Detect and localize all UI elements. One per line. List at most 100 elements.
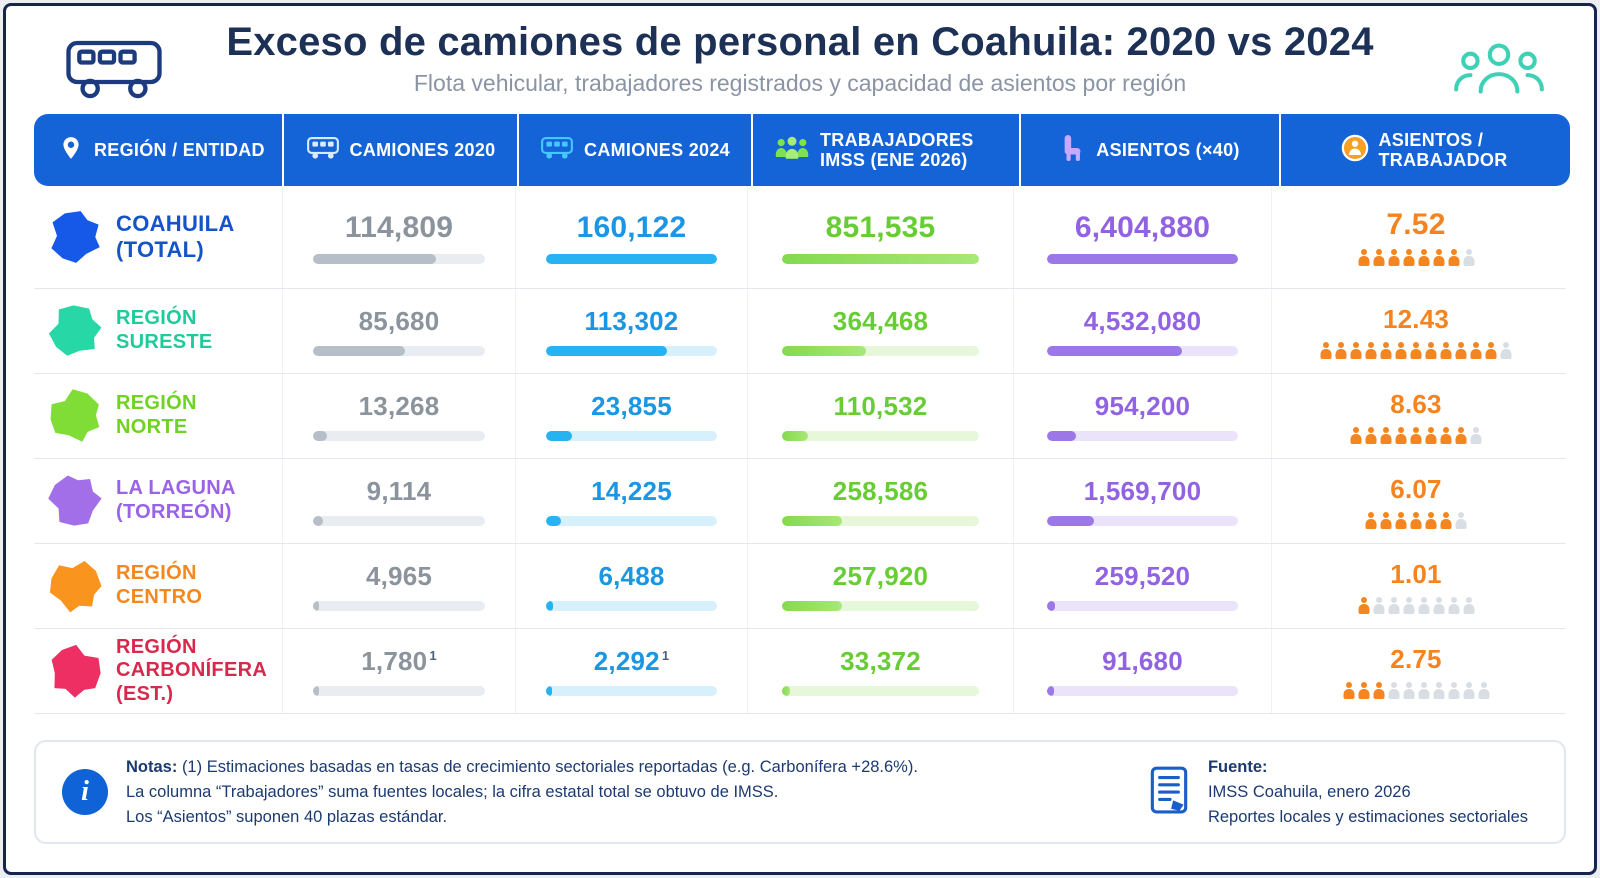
camiones-2024-cell: 14,225 — [515, 459, 747, 543]
table-body: COAHUILA (TOTAL) 114,809 160,122 851,535 6,40… — [34, 186, 1566, 714]
value: 9,114 — [366, 476, 432, 506]
notes-text: Notas: (1) Estimaciones basadas en tasas… — [126, 758, 918, 826]
person-icon — [1411, 342, 1422, 359]
value-bar — [313, 601, 485, 611]
region-name: REGIÓN SURESTE — [116, 307, 213, 353]
asientos-cell: 4,532,080 — [1013, 289, 1271, 373]
value: 1,780 1 — [361, 646, 437, 676]
infographic-frame: Exceso de camiones de personal en Coahui… — [3, 3, 1597, 875]
value-bar — [313, 431, 485, 441]
header-camiones-2024: CAMIONES 2024 — [519, 114, 751, 186]
value-bar — [1047, 686, 1238, 696]
ratio-person-icons — [1349, 427, 1484, 444]
region-name: REGIÓN CARBONÍFERA (EST.) — [116, 635, 268, 705]
value-bar — [1047, 346, 1238, 356]
person-icon — [1381, 427, 1392, 444]
person-icon — [1388, 249, 1399, 266]
value-bar — [782, 601, 979, 611]
camiones-2024-cell: 160,122 — [515, 186, 747, 288]
camiones-2020-cell: 1,780 1 — [282, 629, 515, 713]
value: 110,532 — [833, 391, 928, 421]
document-icon — [1148, 765, 1190, 820]
person-icon — [1373, 597, 1384, 614]
region-shape-icon — [51, 644, 101, 698]
person-icon — [1358, 682, 1369, 699]
trabajadores-cell: 257,920 — [747, 544, 1013, 628]
value-bar — [782, 516, 979, 526]
person-icon — [1388, 682, 1399, 699]
person-icon — [1486, 342, 1497, 359]
workers-icon — [774, 135, 810, 166]
person-icon — [1463, 249, 1474, 266]
bus-icon — [540, 135, 574, 166]
ratio-person-icons — [1356, 249, 1476, 266]
value: 4,965 — [365, 561, 433, 591]
seat-icon — [1060, 134, 1086, 167]
page-subtitle: Flota vehicular, trabajadores registrado… — [413, 70, 1187, 96]
value: 4,532,080 — [1083, 306, 1202, 336]
ratio-value: 8.63 — [1390, 388, 1442, 419]
table-row: REGIÓN CARBONÍFERA (EST.) 1,780 1 2,292 1 33,37… — [34, 629, 1566, 714]
page-title: Exceso de camiones de personal en Coahui… — [226, 20, 1374, 64]
person-icon — [1418, 249, 1429, 266]
value-bar — [1047, 431, 1238, 441]
value-bar — [546, 431, 717, 441]
value-bar — [313, 346, 485, 356]
value: 6,488 — [598, 561, 665, 591]
region-name: COAHUILA (TOTAL) — [116, 211, 235, 262]
value-bar — [313, 516, 485, 526]
value-bar — [1047, 253, 1238, 264]
ratio-value: 7.52 — [1386, 208, 1446, 241]
person-icon — [1396, 342, 1407, 359]
header-ratio: ASIENTOS / TRABAJADOR — [1281, 114, 1570, 186]
value-bar — [1047, 601, 1238, 611]
camiones-2024-cell: 2,292 1 — [515, 629, 747, 713]
ratio-cell: 2.75 — [1271, 629, 1560, 713]
value: 14,225 — [591, 476, 672, 506]
person-icon — [1448, 249, 1459, 266]
value: 364,468 — [832, 306, 929, 336]
person-icon — [1426, 427, 1437, 444]
person-icon — [1463, 682, 1474, 699]
value-bar — [546, 253, 717, 264]
asientos-cell: 1,569,700 — [1013, 459, 1271, 543]
person-icon — [1366, 512, 1377, 529]
ratio-person-icons — [1356, 597, 1476, 614]
person-icon — [1456, 342, 1467, 359]
person-icon — [1433, 597, 1444, 614]
ratio-person-icons — [1364, 512, 1469, 529]
person-icon — [1441, 427, 1452, 444]
camiones-2020-cell: 114,809 — [282, 186, 515, 288]
camiones-2020-cell: 13,268 — [282, 374, 515, 458]
value: 160,122 — [576, 210, 687, 244]
data-table: REGIÓN / ENTIDAD CAMIONES 2020 CAMIONES … — [34, 114, 1570, 714]
value: 257,920 — [832, 561, 929, 591]
info-icon: i — [62, 769, 108, 816]
bus-icon — [306, 135, 340, 166]
ratio-person-icons — [1341, 682, 1491, 699]
source-label: Fuente: — [1207, 758, 1268, 776]
person-icon — [1396, 512, 1407, 529]
person-icon — [1463, 597, 1474, 614]
person-icon — [1426, 342, 1437, 359]
value-bar — [546, 686, 717, 696]
region-cell: COAHUILA (TOTAL) — [34, 186, 282, 288]
ratio-cell: 7.52 — [1271, 186, 1560, 288]
person-icon — [1418, 597, 1429, 614]
region-shape-icon — [50, 389, 100, 442]
notes-block: i Notas: (1) Estimaciones basadas en tas… — [62, 755, 918, 829]
trabajadores-cell: 364,468 — [747, 289, 1013, 373]
value: 6,404,880 — [1074, 210, 1211, 244]
header-asientos: ASIENTOS (×40) — [1021, 114, 1279, 186]
asientos-cell: 954,200 — [1013, 374, 1271, 458]
person-icon — [1381, 342, 1392, 359]
region-cell: REGIÓN CARBONÍFERA (EST.) — [34, 629, 282, 713]
person-icon — [1351, 342, 1362, 359]
ratio-cell: 12.43 — [1271, 289, 1560, 373]
region-name: REGIÓN CENTRO — [116, 562, 203, 608]
ratio-value: 6.07 — [1390, 473, 1442, 504]
person-icon — [1441, 512, 1452, 529]
person-icon — [1403, 249, 1414, 266]
ratio-cell: 8.63 — [1271, 374, 1560, 458]
footnote-marker: 1 — [429, 648, 437, 664]
